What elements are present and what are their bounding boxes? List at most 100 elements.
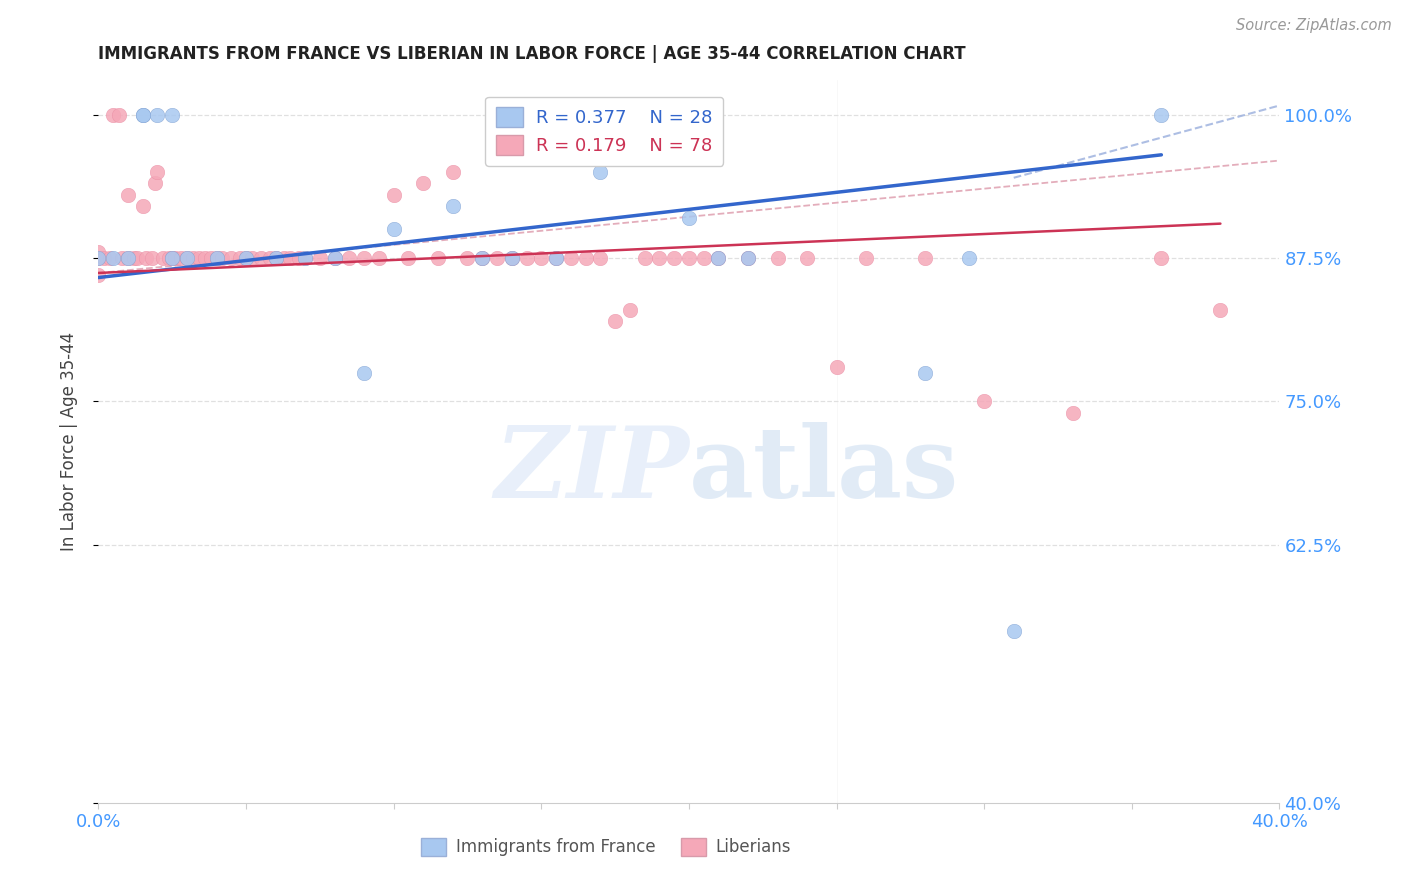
Point [117, 251, 139, 265]
Point [1002, 624, 1025, 638]
Point [441, 165, 464, 179]
Point [176, 251, 198, 265]
Point [200, 251, 222, 265]
Point [382, 188, 405, 202]
Point [280, 251, 302, 265]
Point [146, 165, 169, 179]
Point [1062, 406, 1084, 420]
Point [530, 251, 553, 265]
Point [143, 177, 166, 191]
Text: IMMIGRANTS FROM FRANCE VS LIBERIAN IN LABOR FORCE | AGE 35-44 CORRELATION CHART: IMMIGRANTS FROM FRANCE VS LIBERIAN IN LA… [98, 45, 966, 62]
Point [176, 251, 198, 265]
Point [309, 251, 332, 265]
Point [471, 251, 494, 265]
Point [264, 251, 287, 265]
Point [141, 251, 163, 265]
Point [229, 251, 252, 265]
Point [398, 251, 420, 265]
Point [427, 251, 450, 265]
Point [1150, 108, 1173, 122]
Point [221, 251, 243, 265]
Point [486, 251, 509, 265]
Point [240, 251, 263, 265]
Point [132, 108, 155, 122]
Point [205, 251, 228, 265]
Point [855, 251, 877, 265]
Point [235, 251, 257, 265]
Point [825, 359, 848, 374]
Point [766, 251, 789, 265]
Point [501, 251, 523, 265]
Point [412, 177, 434, 191]
Point [353, 251, 375, 265]
Point [368, 251, 391, 265]
Text: atlas: atlas [689, 422, 959, 519]
Point [707, 251, 730, 265]
Point [103, 108, 125, 122]
Point [273, 251, 295, 265]
Point [619, 302, 641, 317]
Point [796, 251, 818, 265]
Point [1209, 302, 1232, 317]
Point [132, 108, 155, 122]
Point [157, 251, 180, 265]
Point [914, 251, 936, 265]
Point [294, 251, 316, 265]
Point [87, 245, 110, 260]
Point [152, 251, 174, 265]
Point [181, 251, 204, 265]
Point [664, 251, 686, 265]
Point [737, 251, 759, 265]
Point [546, 251, 568, 265]
Point [914, 366, 936, 380]
Point [382, 222, 405, 236]
Point [648, 251, 671, 265]
Legend: Immigrants from France, Liberians: Immigrants from France, Liberians [415, 831, 799, 863]
Point [457, 251, 479, 265]
Point [678, 211, 700, 225]
Point [546, 251, 568, 265]
Point [117, 251, 139, 265]
Point [125, 251, 148, 265]
Point [471, 251, 494, 265]
Point [235, 251, 257, 265]
Point [575, 251, 598, 265]
Point [353, 366, 375, 380]
Point [323, 251, 346, 265]
Point [162, 108, 183, 122]
Point [146, 108, 169, 122]
Point [1150, 251, 1173, 265]
Point [737, 251, 759, 265]
Point [135, 251, 157, 265]
Point [973, 394, 995, 409]
Point [187, 251, 209, 265]
Point [122, 251, 145, 265]
Point [294, 251, 316, 265]
Point [516, 251, 538, 265]
Point [103, 251, 125, 265]
Point [98, 251, 121, 265]
Point [501, 251, 523, 265]
Point [959, 251, 981, 265]
Point [111, 251, 134, 265]
Point [693, 251, 716, 265]
Point [108, 108, 131, 122]
Point [205, 251, 228, 265]
Point [678, 251, 700, 265]
Point [162, 251, 183, 265]
Point [264, 251, 287, 265]
Text: Source: ZipAtlas.com: Source: ZipAtlas.com [1236, 18, 1392, 33]
Point [170, 251, 193, 265]
Point [87, 251, 110, 265]
Point [87, 251, 110, 265]
Point [560, 251, 582, 265]
Point [288, 251, 311, 265]
Point [250, 251, 273, 265]
Point [165, 251, 187, 265]
Point [87, 268, 110, 283]
Point [589, 251, 612, 265]
Point [117, 188, 139, 202]
Point [634, 251, 657, 265]
Point [339, 251, 361, 265]
Y-axis label: In Labor Force | Age 35-44: In Labor Force | Age 35-44 [59, 332, 77, 551]
